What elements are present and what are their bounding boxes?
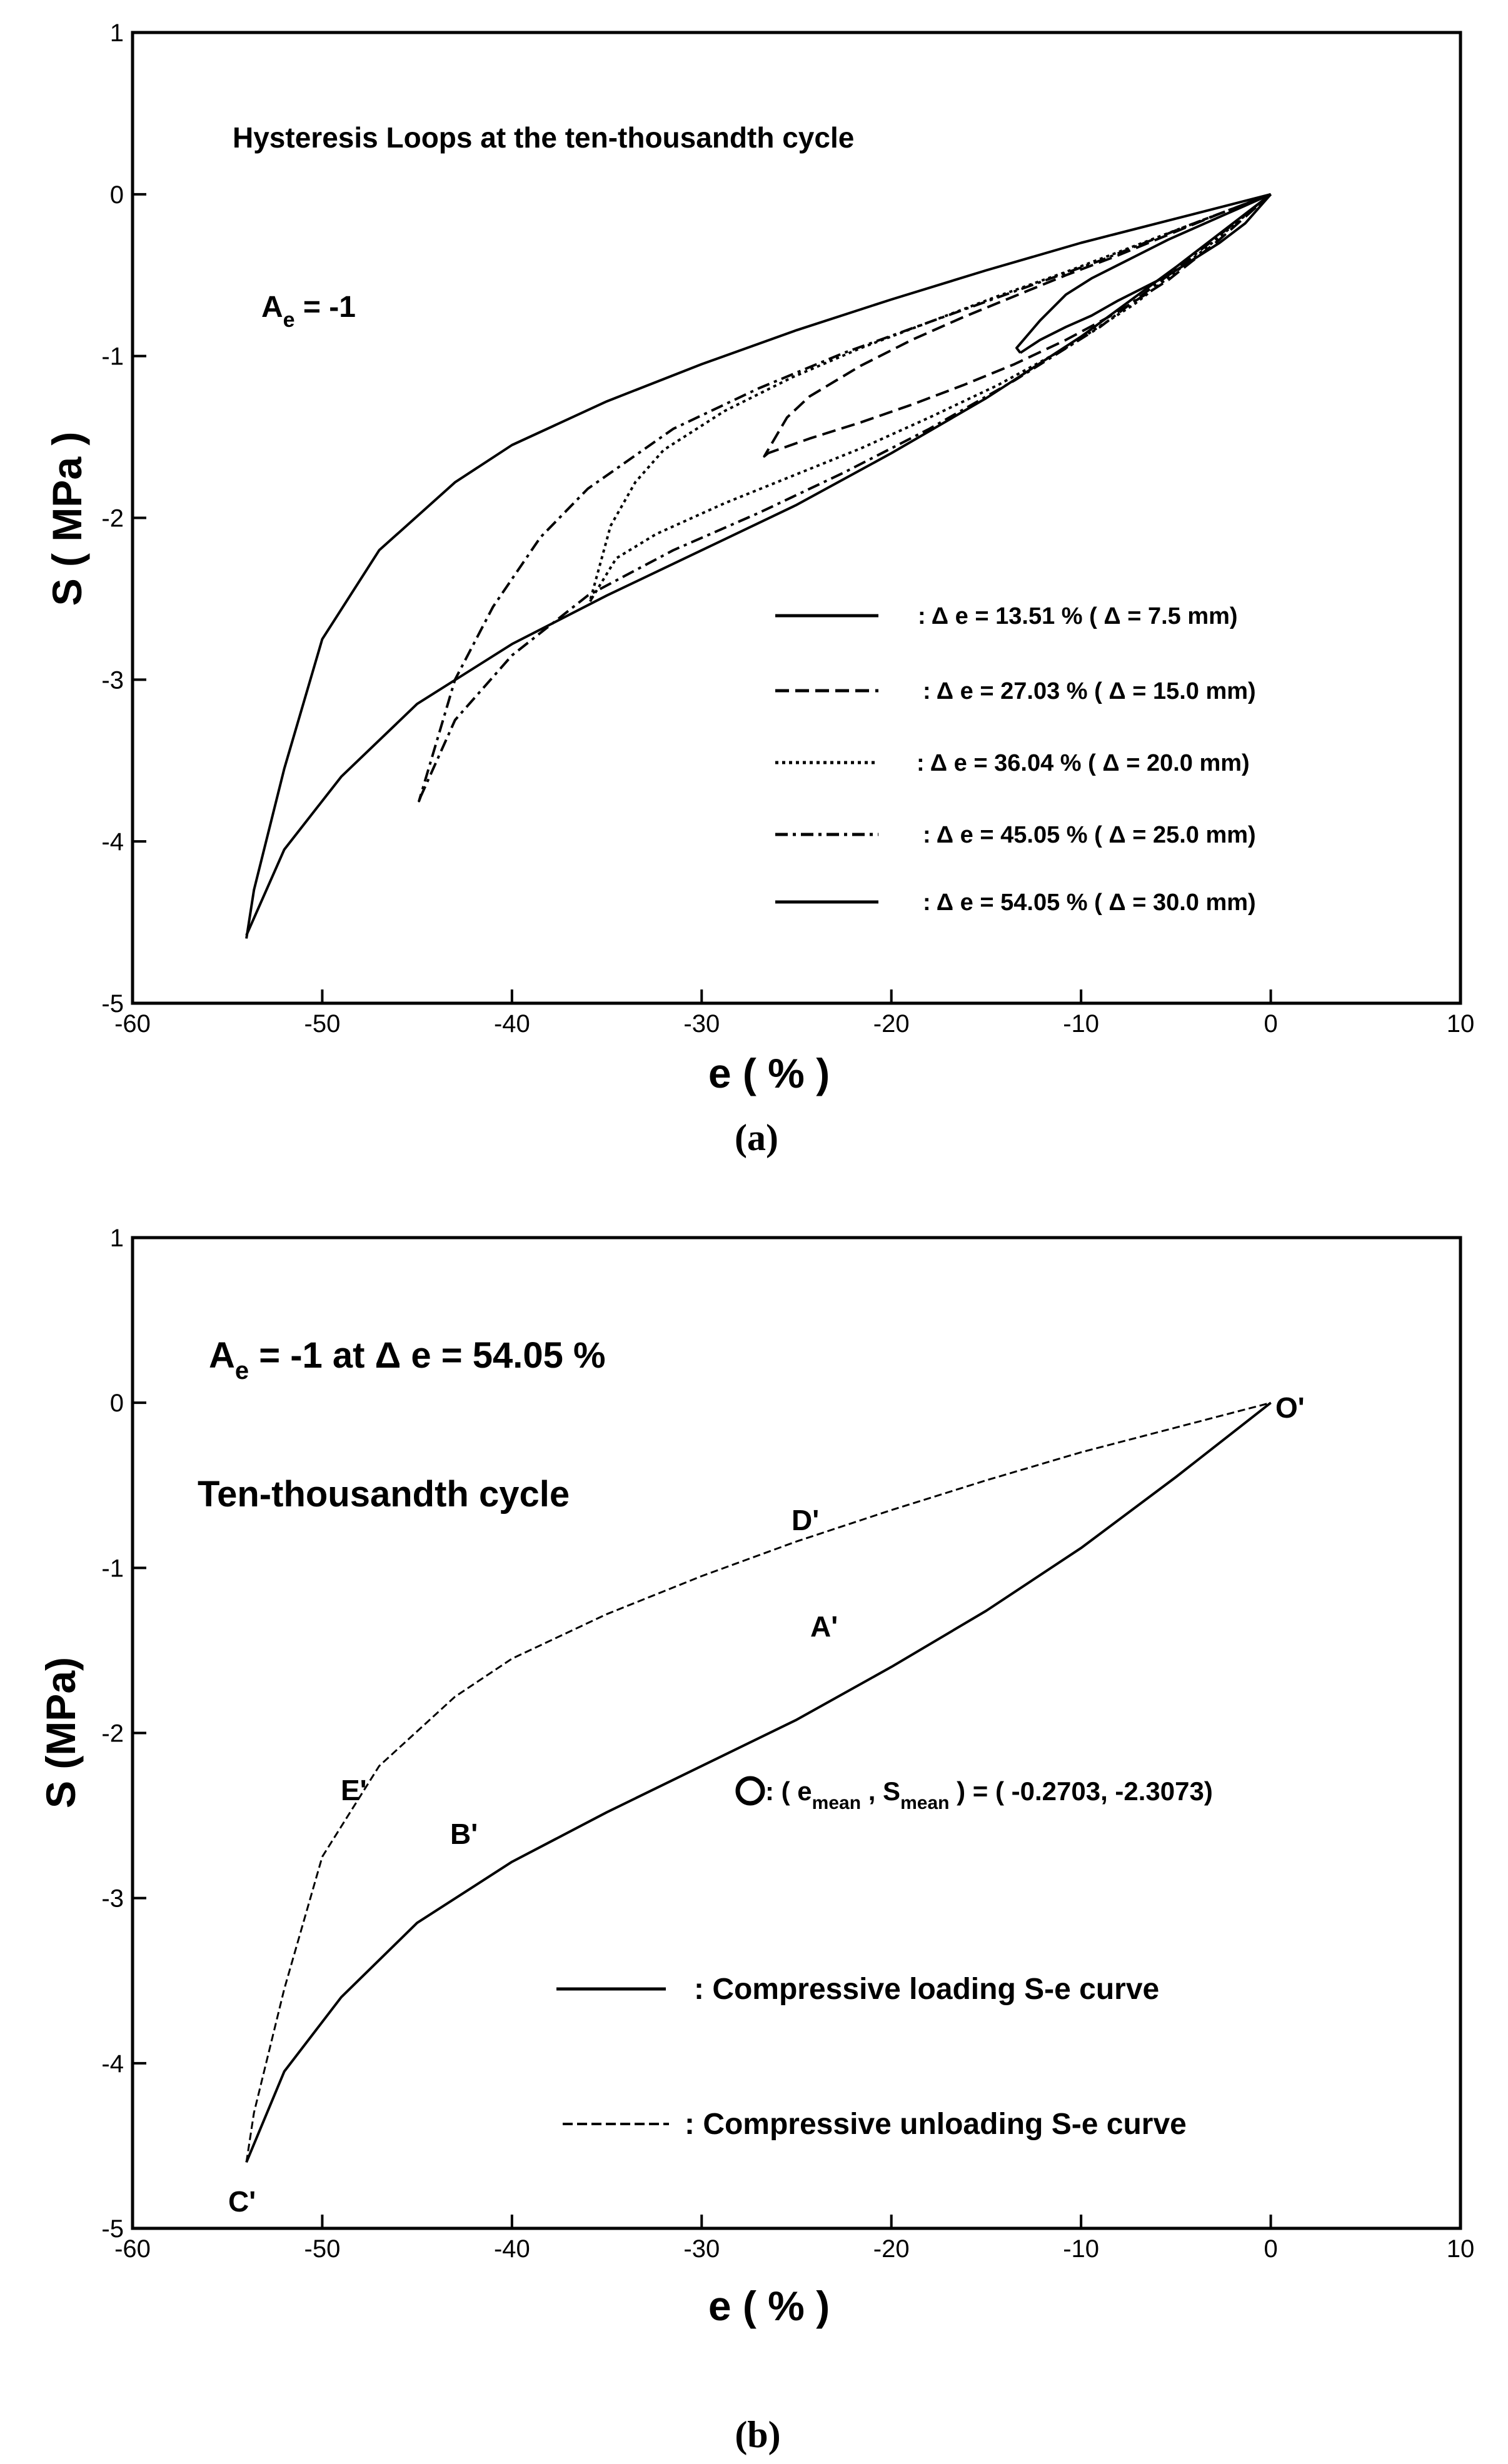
x-tick-label: 0 — [1264, 2235, 1277, 2263]
x-tick-label: -40 — [494, 1010, 530, 1038]
series-line-4-unloading — [418, 193, 1272, 803]
chart-title: Hysteresis Loops at the ten-thousandth c… — [233, 121, 854, 154]
x-tick-label: -20 — [873, 1010, 910, 1038]
y-tick-label: -3 — [101, 1885, 124, 1913]
x-tick-label: 0 — [1264, 1010, 1277, 1038]
x-tick-label: -60 — [114, 2235, 151, 2263]
y-tick-label: 1 — [110, 19, 124, 47]
y-tick-label: -4 — [101, 828, 124, 856]
series-group — [245, 1401, 1272, 2163]
series-line-5-loading — [245, 193, 1272, 936]
legend-label-13-51: : Δ e = 13.51 % ( Δ = 7.5 mm) — [918, 603, 1238, 629]
point-label-e: E' — [341, 1774, 367, 1806]
series-line-1 — [245, 1401, 1272, 2163]
legend: : Compressive loading S-e curve : Compre… — [556, 1973, 1187, 2141]
y-tick-label: -1 — [101, 343, 124, 371]
y-tick-label: 1 — [110, 1224, 124, 1252]
plot-frame — [131, 1236, 1462, 2230]
legend-label-unloading: : Compressive unloading S-e curve — [685, 2108, 1187, 2141]
chart-title: Ae = -1 at Δ e = 54.05 % — [209, 1335, 606, 1385]
x-ticks: -60 -50 -40 -30 -20 -10 0 10 — [114, 2215, 1474, 2263]
mean-marker-icon — [735, 1776, 765, 1806]
x-tick-label: -20 — [873, 2235, 910, 2263]
panel-caption-a: (a) — [735, 1117, 778, 1158]
x-tick-label: -30 — [683, 2235, 720, 2263]
y-tick-label: -4 — [101, 2050, 124, 2078]
x-ticks: -60 -50 -40 -30 -20 -10 0 10 — [114, 989, 1474, 1038]
series-line-4-loading — [420, 193, 1272, 797]
point-label-o: O' — [1275, 1391, 1305, 1424]
x-tick-label: -30 — [683, 1010, 720, 1038]
x-tick-label: -10 — [1063, 1010, 1099, 1038]
y-ticks: 1 0 -1 -2 -3 -4 -5 — [101, 1224, 146, 2243]
point-label-a: A' — [810, 1610, 838, 1643]
x-tick-label: 10 — [1447, 1010, 1475, 1038]
x-tick-label: -10 — [1063, 2235, 1099, 2263]
amplitude-annotation: Ae = -1 — [261, 291, 356, 332]
y-ticks: 1 0 -1 -2 -3 -4 -5 — [101, 19, 146, 1018]
legend-label-45-05: : Δ e = 45.05 % ( Δ = 25.0 mm) — [923, 822, 1256, 848]
y-tick-label: 0 — [110, 1390, 124, 1417]
x-tick-label: -50 — [304, 2235, 341, 2263]
y-tick-label: -3 — [101, 666, 124, 694]
y-tick-label: -2 — [101, 505, 124, 533]
series-line-2 — [245, 1401, 1271, 2163]
x-tick-label: -50 — [304, 1010, 341, 1038]
plot-frame — [131, 31, 1462, 1005]
y-axis-label: S ( MPa ) — [44, 432, 90, 606]
series-line-5-unloading — [245, 193, 1272, 939]
x-tick-label: -40 — [494, 2235, 530, 2263]
mean-point-annotation: : ( emean , Smean ) = ( -0.2703, -2.3073… — [735, 1776, 1213, 1813]
series-line-2-unloading — [763, 193, 1272, 458]
x-axis-label: e ( % ) — [708, 1050, 830, 1096]
y-tick-label: 0 — [110, 181, 124, 209]
legend-label-27-03: : Δ e = 27.03 % ( Δ = 15.0 mm) — [923, 678, 1256, 704]
legend-label-loading: : Compressive loading S-e curve — [694, 1973, 1159, 2006]
x-tick-label: -60 — [114, 1010, 151, 1038]
y-axis-label: S (MPa) — [38, 1657, 84, 1808]
mean-point-label: : ( emean , Smean ) = ( -0.2703, -2.3073… — [765, 1776, 1213, 1813]
point-label-d: D' — [792, 1504, 819, 1536]
x-tick-label: 10 — [1447, 2235, 1475, 2263]
series-group — [245, 193, 1272, 939]
series-line-2-loading — [767, 193, 1272, 454]
y-tick-label: -5 — [101, 990, 124, 1018]
legend-label-54-05: : Δ e = 54.05 % ( Δ = 30.0 mm) — [923, 889, 1256, 916]
legend-label-36-04: : Δ e = 36.04 % ( Δ = 20.0 mm) — [917, 750, 1250, 776]
series-line-1-unloading — [1015, 193, 1272, 354]
chart-panel-a: -60 -50 -40 -30 -20 -10 0 10 10-1-2-3-4-5 Hyste… — [44, 19, 1474, 1158]
point-label-c: C' — [228, 2185, 256, 2218]
panel-caption-b: (b) — [735, 2414, 780, 2455]
series-line-3-loading — [590, 193, 1272, 599]
y-tick-label: -1 — [101, 1555, 124, 1582]
series-line-1-loading — [1019, 193, 1272, 354]
chart-subtitle: Ten-thousandth cycle — [198, 1474, 570, 1515]
y-tick-label: -5 — [101, 2215, 124, 2243]
point-label-b: B' — [450, 1818, 478, 1850]
y-tick-label: -2 — [101, 1720, 124, 1748]
series-line-3-unloading — [588, 193, 1272, 604]
x-axis-label: e ( % ) — [708, 2283, 830, 2329]
legend: : Δ e = 13.51 % ( Δ = 7.5 mm) : Δ e = 27… — [775, 603, 1256, 916]
chart-panel-b: -60 -50 -40 -30 -20 -10 0 10 10-1-2-3-4-5 Ae = … — [38, 1224, 1474, 2455]
